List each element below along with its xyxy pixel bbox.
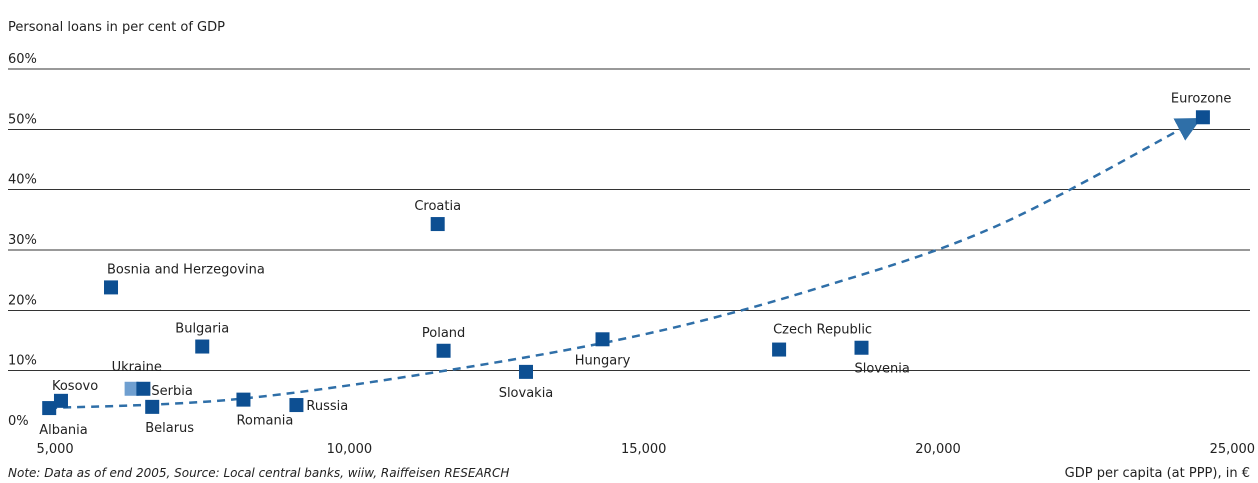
y-axis-labels: 0% 10% 20% 30% 40% 50% 60% [8, 52, 37, 429]
chart-title: Personal loans in per cent of GDP [8, 20, 225, 35]
point-label-hungary: Hungary [575, 353, 631, 368]
x-tick-label-25000: 25,000 [1210, 442, 1256, 457]
point-label-belarus: Belarus [145, 421, 194, 436]
point-hungary [595, 332, 610, 347]
point-label-ukraine: Ukraine [112, 360, 162, 375]
point-eurozone [1195, 110, 1210, 125]
grid-lines [8, 68, 1250, 372]
x-tick-label-15000: 15,000 [621, 442, 667, 457]
point-kosovo [53, 393, 68, 408]
point-label-poland: Poland [422, 326, 465, 341]
point-label-serbia: Serbia [151, 384, 192, 399]
point-label-eurozone: Eurozone [1171, 91, 1231, 106]
trendline [49, 117, 1202, 410]
point-label-romania: Romania [236, 414, 293, 429]
point-bosnia-and-herzegovina [104, 280, 119, 295]
point-label-albania: Albania [39, 423, 88, 438]
y-tick-label-50: 50% [8, 112, 37, 127]
y-tick-label-60: 60% [8, 52, 37, 67]
point-label-bulgaria: Bulgaria [175, 322, 229, 337]
y-tick-label-10: 10% [8, 354, 37, 369]
x-tick-label-5000: 5,000 [36, 442, 73, 457]
x-axis-labels: 5,000 10,000 15,000 20,000 25,000 [36, 442, 1255, 457]
y-tick-label-0: 0% [8, 414, 29, 429]
point-labels: Albania Kosovo Ukraine Serbia Belarus Bosnia … [39, 91, 1231, 438]
point-label-slovenia: Slovenia [855, 362, 910, 377]
y-tick-label-40: 40% [8, 173, 37, 188]
point-slovenia [854, 340, 869, 355]
point-label-slovakia: Slovakia [499, 386, 554, 401]
point-label-russia: Russia [306, 399, 348, 414]
x-tick-label-20000: 20,000 [915, 442, 961, 457]
point-russia [289, 398, 304, 413]
y-tick-label-20: 20% [8, 293, 37, 308]
point-serbia [136, 381, 151, 396]
point-label-kosovo: Kosovo [52, 379, 98, 394]
source-note: Note: Data as of end 2005, Source: Local… [8, 466, 509, 480]
point-label-bosnia-and-herzegovina: Bosnia and Herzegovina [107, 262, 265, 277]
point-bulgaria [195, 339, 210, 354]
point-czech-republic [772, 342, 787, 357]
y-tick-label-30: 30% [8, 233, 37, 248]
data-points [42, 110, 1210, 416]
point-label-czech-republic: Czech Republic [773, 323, 872, 338]
x-axis-label: GDP per capita (at PPP), in € [1065, 466, 1250, 481]
point-croatia [430, 217, 445, 232]
point-ukraine [124, 381, 139, 396]
point-poland [436, 343, 451, 358]
point-belarus [145, 399, 160, 414]
x-tick-label-10000: 10,000 [327, 442, 373, 457]
point-albania [42, 401, 57, 416]
point-romania [236, 392, 251, 407]
point-slovakia [518, 364, 533, 379]
point-label-croatia: Croatia [414, 199, 461, 214]
